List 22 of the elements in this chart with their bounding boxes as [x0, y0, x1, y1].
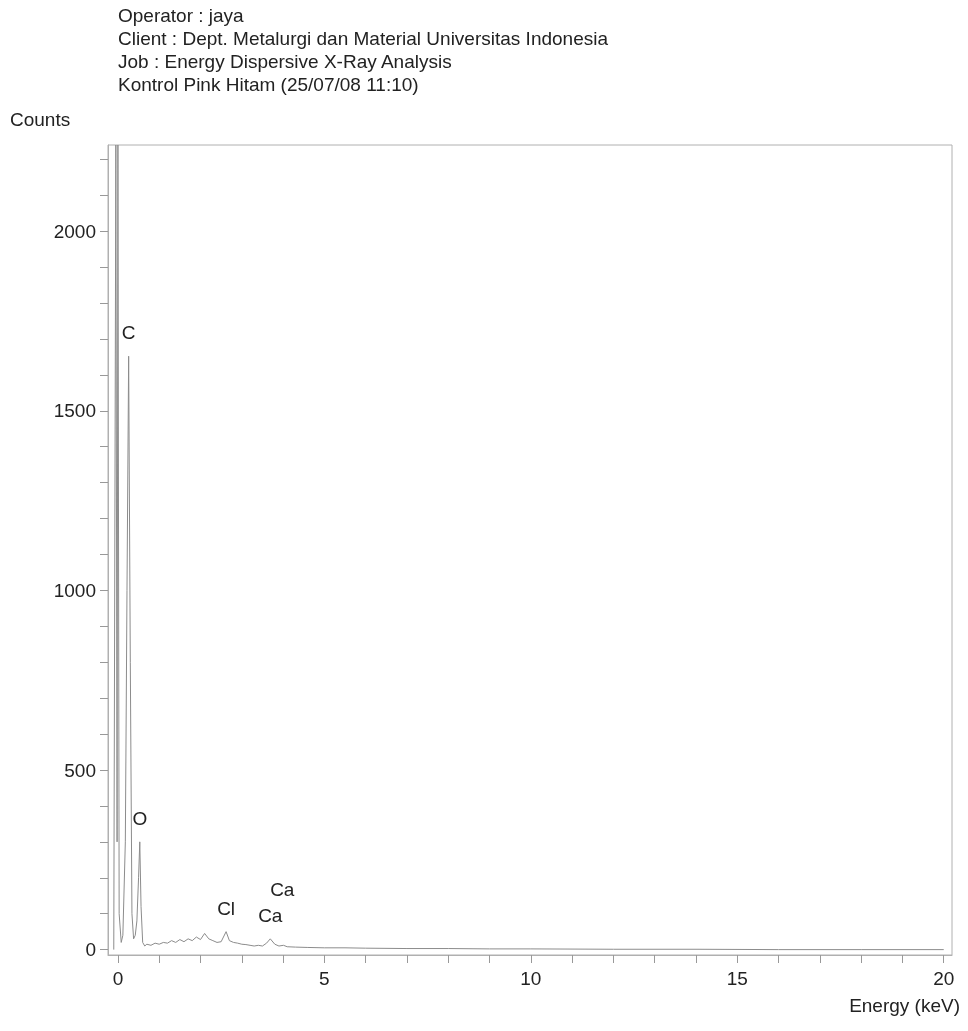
annotation: Cl — [217, 897, 236, 919]
annotation: O — [132, 807, 148, 829]
x-tick-label: 10 — [520, 968, 542, 989]
x-axis-title: Energy (keV) — [849, 995, 960, 1016]
y-tick-label: 2000 — [53, 220, 96, 242]
x-tick-label: 0 — [112, 968, 124, 989]
y-tick-label: 1500 — [53, 400, 96, 422]
x-tick-label: 20 — [933, 968, 955, 989]
x-tick-label: 15 — [726, 968, 748, 989]
x-tick-label: 5 — [319, 968, 330, 989]
text: Operator : jaya — [118, 5, 245, 26]
y-tick-label: 500 — [64, 759, 96, 781]
annotation: C — [121, 322, 136, 344]
y-axis-title: Counts — [10, 109, 71, 130]
text: Client : Dept. Metalurgi dan Material Universitas Indonesia — [118, 28, 609, 49]
annotation: Ca — [270, 878, 295, 900]
line-series — [113, 144, 945, 951]
y-tick-label: 0 — [85, 939, 96, 961]
text: Job : Energy Dispersive X-Ray Analysis — [118, 51, 452, 72]
text: Kontrol Pink Hitam (25/07/08 11:10) — [118, 74, 419, 95]
annotation: Ca — [258, 904, 283, 926]
y-tick-label: 1000 — [53, 579, 96, 601]
